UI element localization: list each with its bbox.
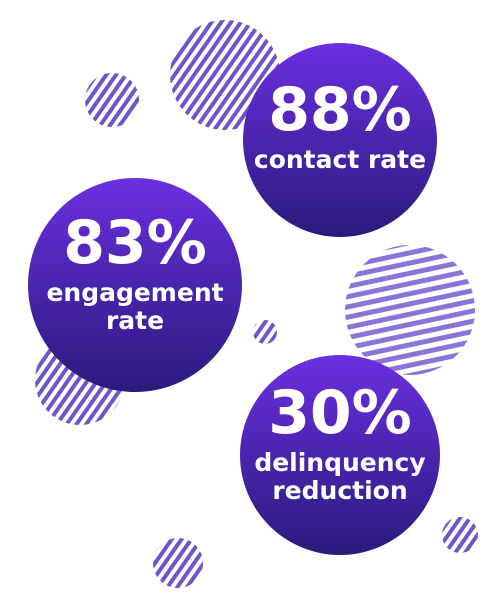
stat-value: 88%	[268, 75, 412, 145]
stat-label: reduction	[272, 476, 407, 505]
striped-circle	[85, 73, 139, 127]
stat-value: 30%	[268, 378, 412, 448]
bubble	[240, 355, 440, 555]
stats: 88%contact rate83%engagementrate30%delin…	[28, 43, 440, 555]
stat-label: delinquency	[254, 448, 425, 477]
stat-label: engagement	[46, 278, 223, 307]
bubble	[243, 43, 437, 237]
striped-circle	[253, 320, 277, 344]
stat-value: 83%	[63, 208, 207, 278]
stat-label: contact rate	[254, 145, 426, 174]
striped-circle	[345, 245, 475, 375]
decor	[35, 20, 478, 588]
bubble	[28, 178, 242, 392]
stat-bubble: 88%contact rate	[243, 43, 437, 237]
stat-label: rate	[106, 306, 164, 335]
striped-circle	[153, 538, 203, 588]
striped-circle	[442, 517, 478, 553]
